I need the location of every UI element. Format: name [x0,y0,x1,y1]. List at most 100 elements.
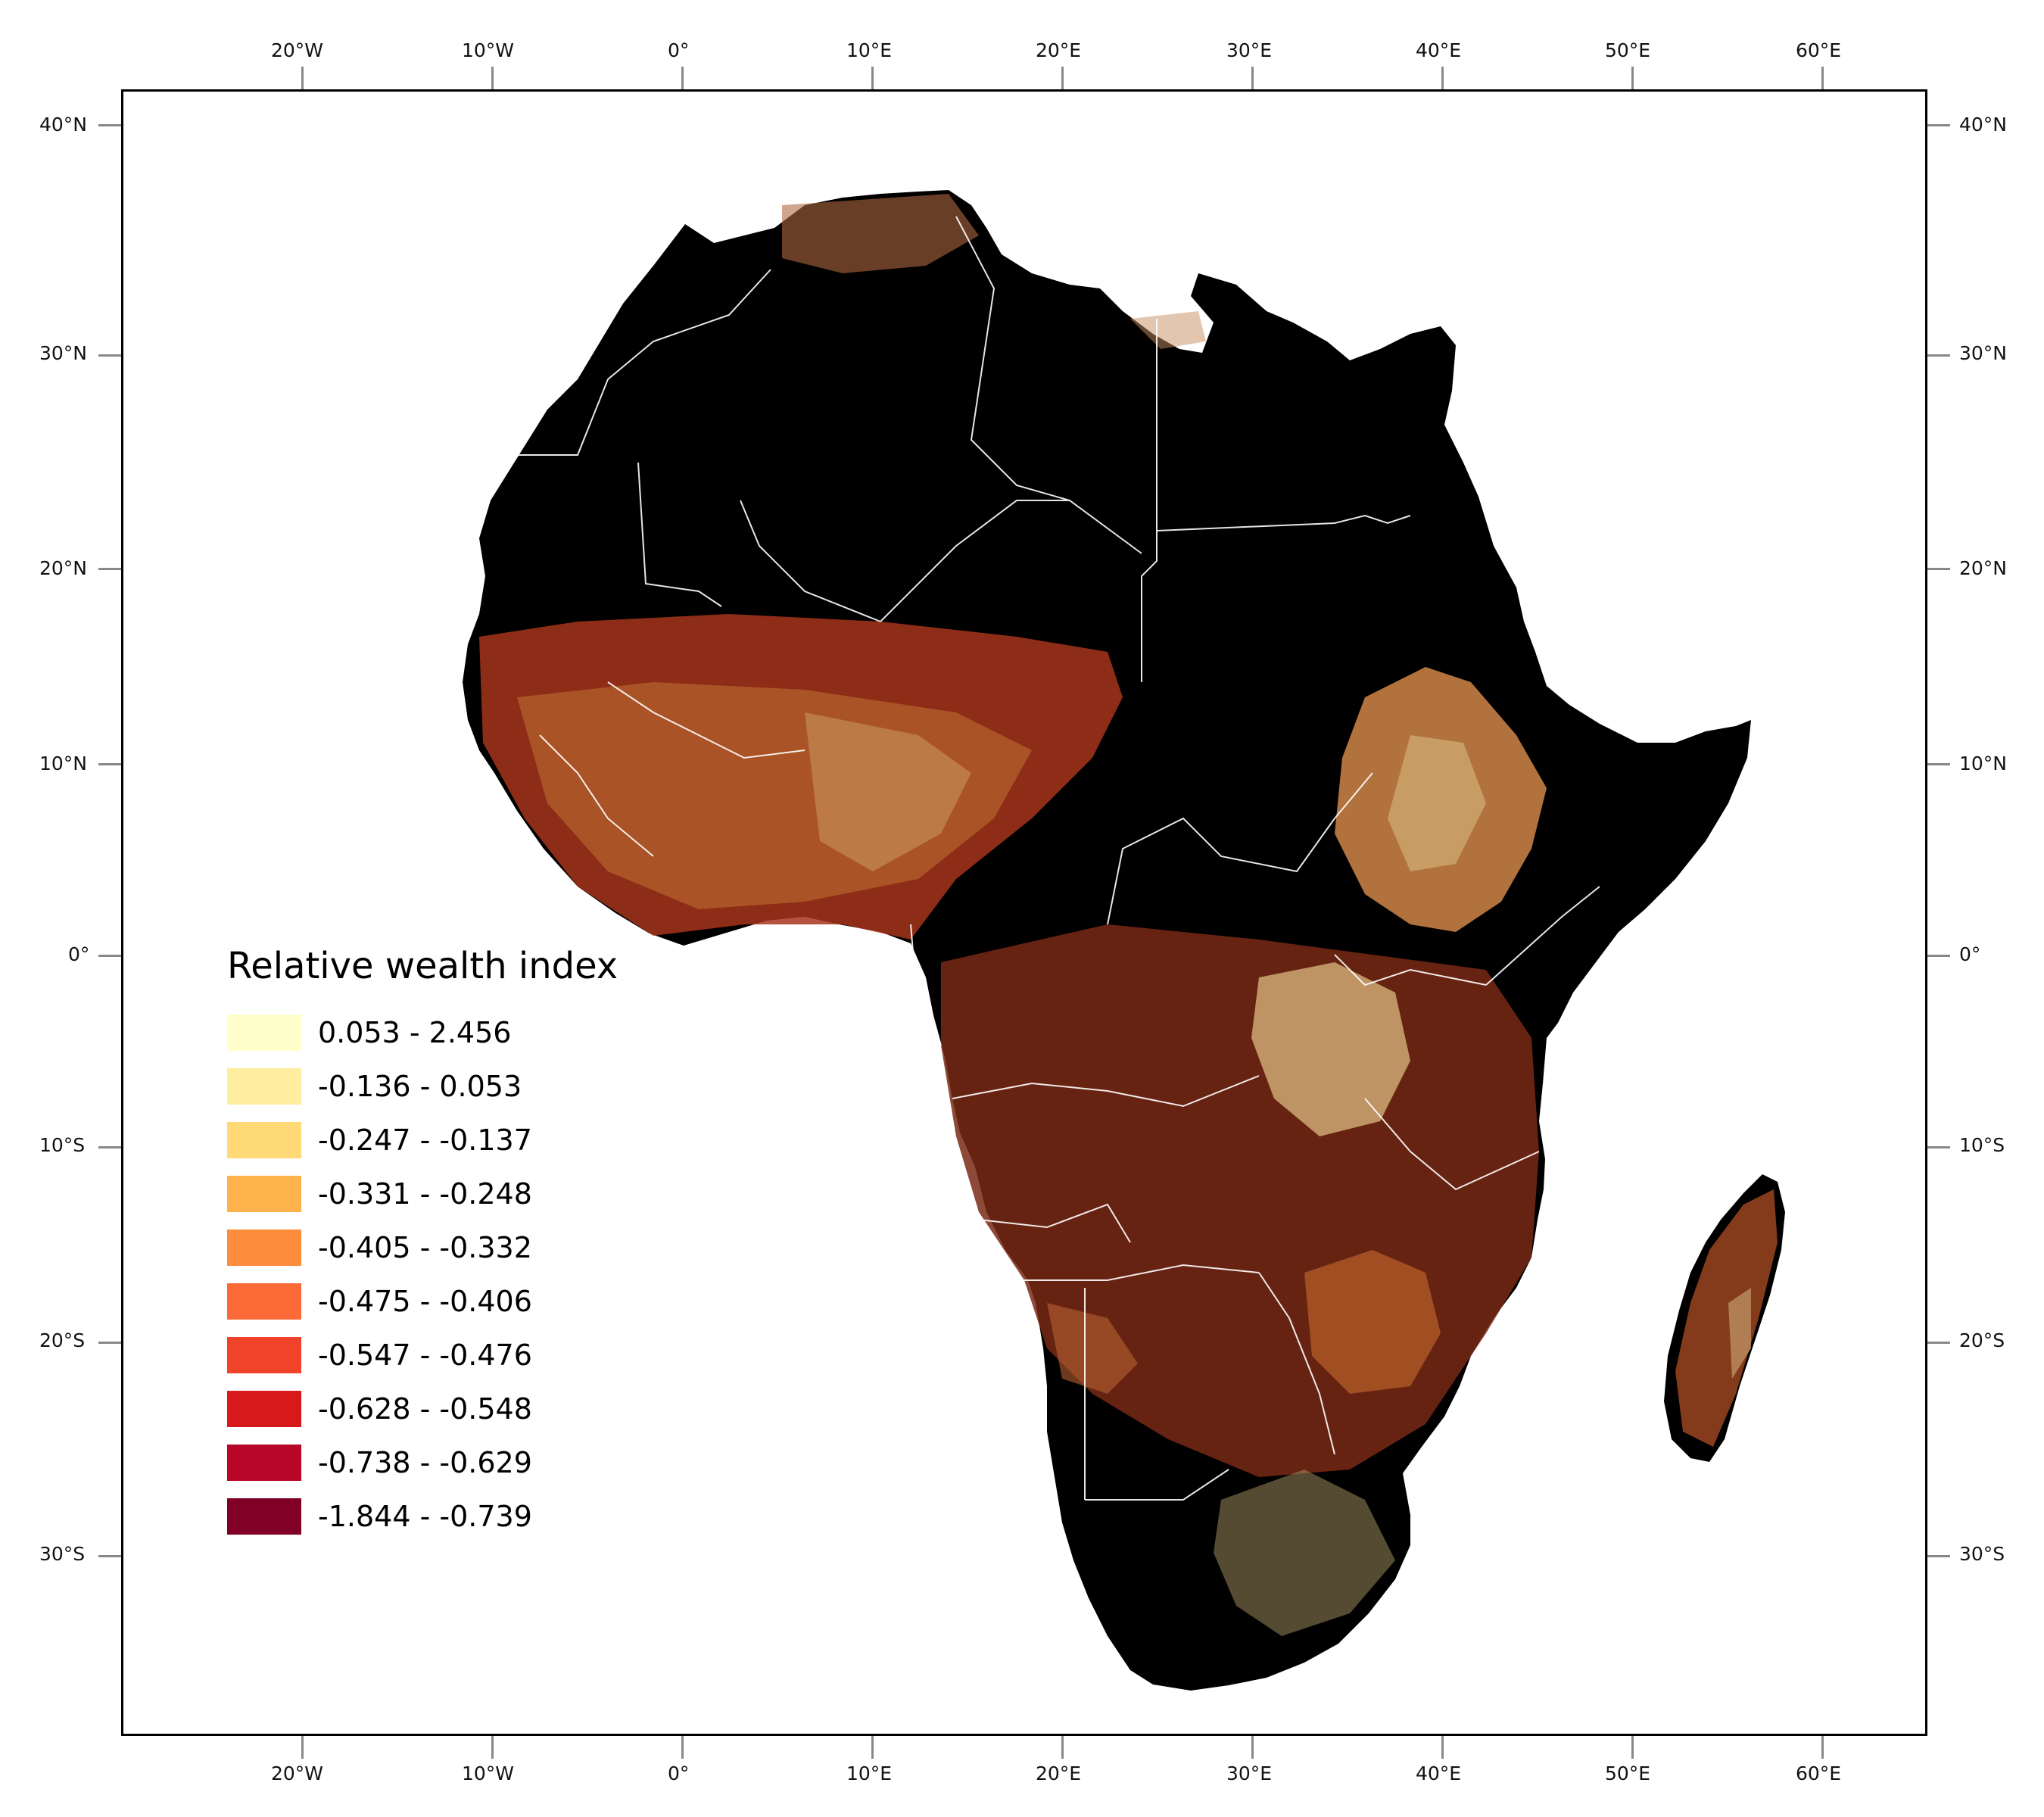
legend: Relative wealth index 0.053 - 2.456 -0.13… [227,945,618,1543]
tick [1821,1736,1824,1759]
tick [681,67,684,89]
top-lon-label: 30°E [1226,39,1273,61]
tick [98,568,121,570]
legend-label: -0.738 - -0.629 [318,1445,532,1479]
top-lon-label: 0° [668,39,690,61]
legend-item: -0.136 - 0.053 [227,1059,618,1113]
tick [98,1555,121,1557]
country-borders [487,216,1600,1501]
top-lon-label: 10°E [846,39,893,61]
legend-item: -0.475 - -0.406 [227,1274,618,1328]
tick [1061,1736,1064,1759]
right-lat-label: 30°S [1959,1543,2005,1565]
legend-item: -0.628 - -0.548 [227,1382,618,1435]
legend-item: -0.331 - -0.248 [227,1167,618,1220]
tick [301,1736,304,1759]
legend-label: -0.547 - -0.476 [318,1338,532,1372]
left-lat-label: 20°N [39,557,88,579]
tick [1251,1736,1254,1759]
tick [98,1342,121,1344]
tick [1927,1146,1950,1148]
top-lon-label: 10°W [462,39,515,61]
legend-swatch [227,1229,301,1266]
top-lon-label: 50°E [1605,39,1651,61]
right-lat-label: 10°S [1959,1134,2005,1156]
legend-swatch [227,1390,301,1427]
legend-label: -0.628 - -0.548 [318,1392,532,1426]
legend-item: 0.053 - 2.456 [227,1005,618,1059]
legend-label: 0.053 - 2.456 [318,1015,512,1049]
tick [1631,1736,1634,1759]
legend-title: Relative wealth index [227,945,618,987]
legend-item: -0.405 - -0.332 [227,1220,618,1274]
left-lat-label: 20°S [39,1329,86,1351]
tick [98,763,121,765]
legend-item: -0.547 - -0.476 [227,1328,618,1382]
right-lat-label: 40°N [1959,114,2008,136]
legend-item: -0.738 - -0.629 [227,1435,618,1489]
tick [1251,67,1254,89]
bottom-lon-label: 0° [668,1762,690,1784]
legend-swatch [227,1444,301,1481]
africa-map [463,190,1785,1691]
tick [98,1146,121,1148]
legend-swatch [227,1282,301,1320]
legend-swatch [227,1121,301,1158]
right-lat-label: 20°N [1959,557,2008,579]
right-lat-label: 20°S [1959,1329,2005,1351]
legend-label: -1.844 - -0.739 [318,1499,532,1533]
bottom-lon-label: 50°E [1605,1762,1651,1784]
tick [1927,955,1950,957]
legend-items: 0.053 - 2.456 -0.136 - 0.053 -0.247 - -0.1… [227,1005,618,1543]
legend-label: -0.136 - 0.053 [318,1069,522,1103]
left-lat-label: 10°S [39,1134,86,1156]
right-lat-label: 30°N [1959,342,2008,364]
top-lon-label: 60°E [1796,39,1842,61]
tick [491,1736,494,1759]
tick [98,955,121,957]
tick [1927,568,1950,570]
left-lat-label: 0° [68,943,90,965]
bottom-lon-label: 30°E [1226,1762,1273,1784]
tick [1441,67,1444,89]
tick [1821,67,1824,89]
tick [491,67,494,89]
tick [1927,1555,1950,1557]
bottom-lon-label: 60°E [1796,1762,1842,1784]
right-lat-label: 10°N [1959,753,2008,774]
legend-item: -0.247 - -0.137 [227,1113,618,1167]
tick [681,1736,684,1759]
top-lon-label: 20°E [1036,39,1082,61]
legend-label: -0.405 - -0.332 [318,1230,532,1264]
bottom-lon-label: 10°E [846,1762,893,1784]
legend-label: -0.331 - -0.248 [318,1177,532,1211]
tick [301,67,304,89]
top-lon-label: 20°W [271,39,324,61]
legend-label: -0.475 - -0.406 [318,1284,532,1318]
tick [1927,763,1950,765]
left-lat-label: 30°N [39,342,88,364]
tick [1441,1736,1444,1759]
tick [98,124,121,126]
legend-swatch [227,1014,301,1051]
left-lat-label: 10°N [39,753,88,774]
legend-item: -1.844 - -0.739 [227,1489,618,1543]
legend-swatch [227,1498,301,1535]
left-lat-label: 30°S [39,1543,86,1565]
tick [98,354,121,357]
bottom-lon-label: 20°W [271,1762,324,1784]
legend-swatch [227,1067,301,1105]
bottom-lon-label: 40°E [1416,1762,1462,1784]
tick [1927,124,1950,126]
right-lat-label: 0° [1959,943,1981,965]
legend-swatch [227,1175,301,1212]
bottom-lon-label: 10°W [462,1762,515,1784]
tick [1061,67,1064,89]
tick [871,1736,874,1759]
tick [871,67,874,89]
left-lat-label: 40°N [39,114,88,136]
wealth-overlay [479,194,1778,1636]
legend-label: -0.247 - -0.137 [318,1123,532,1157]
map-frame [121,89,1927,1736]
tick [1927,1342,1950,1344]
